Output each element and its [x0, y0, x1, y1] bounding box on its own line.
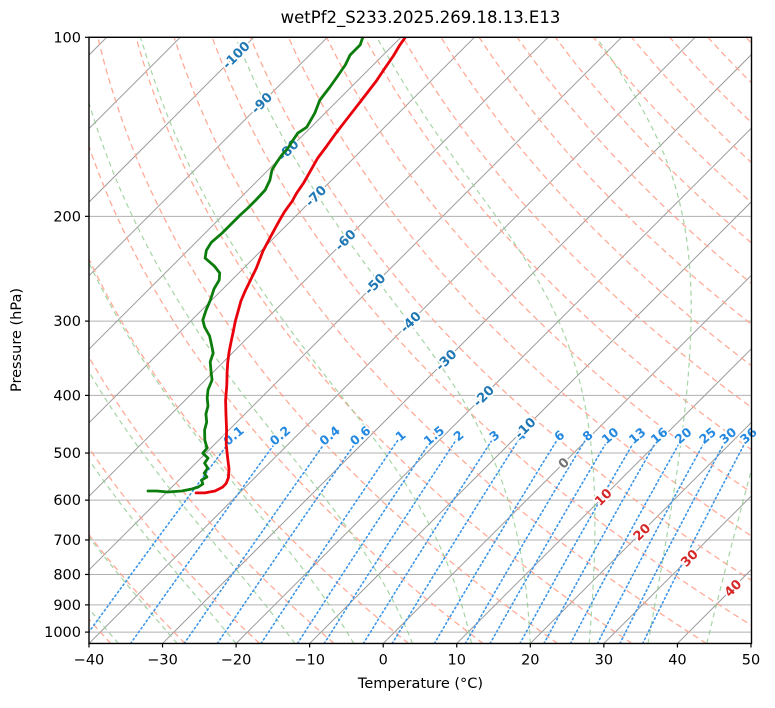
x-tick-label: −40	[74, 652, 105, 668]
mixing-ratio-label: 13	[626, 424, 649, 447]
y-tick-label: 300	[53, 314, 81, 330]
x-tick-label: −30	[147, 652, 178, 668]
soundings	[146, 37, 407, 495]
axes-spines	[88, 36, 753, 645]
y-axis-label: Pressure (hPa)	[9, 287, 25, 393]
x-tick-label: −20	[221, 652, 252, 668]
mixing-ratio-label: 10	[599, 424, 622, 447]
x-tick-label: 20	[521, 652, 539, 668]
mixing-ratio-label: 0.4	[316, 423, 343, 449]
mixing-ratio-label: 0.2	[267, 423, 294, 449]
y-tick-label: 700	[53, 533, 81, 549]
mixing-ratio-label: 8	[579, 427, 595, 444]
mixing-ratio-label: 2	[450, 427, 466, 444]
mixing-ratio-label: 6	[551, 427, 568, 444]
y-tick-label: 500	[53, 446, 81, 462]
dry-adiabats	[89, 37, 752, 644]
mixing-ratio-label: 3	[486, 427, 502, 444]
moist-adiabats	[89, 37, 752, 644]
isotherm-label: -70	[303, 183, 330, 210]
x-tick-label: 10	[448, 652, 466, 668]
mixing-ratio-lines	[89, 437, 749, 644]
mixing-ratio-label: 20	[672, 424, 695, 447]
temperature-trace	[194, 37, 407, 495]
x-tick-label: 30	[595, 652, 613, 668]
mixing-ratio-label: 16	[648, 424, 671, 447]
isotherm-label: -90	[249, 90, 276, 117]
isotherm-label: -20	[471, 383, 498, 410]
mixing-ratio-label: 0.6	[347, 423, 374, 449]
mixing-ratio-label: 36	[737, 424, 760, 447]
y-tick-label: 100	[53, 30, 81, 46]
y-tick-label: 400	[53, 388, 81, 404]
isotherm-label: 10	[592, 486, 615, 509]
mixing-ratio-label: 1	[392, 427, 408, 444]
y-tick-label: 600	[53, 493, 81, 509]
dewpoint-trace	[146, 37, 365, 494]
x-tick-label: 40	[668, 652, 686, 668]
mixing-ratio-label: 1.5	[421, 423, 448, 449]
x-tick-label: −10	[294, 652, 325, 668]
chart-title: wetPf2_S233.2025.269.18.13.E13	[280, 8, 561, 27]
isotherm-label: 0	[556, 455, 573, 472]
y-tick-label: 800	[53, 567, 81, 583]
isotherm-label: -60	[332, 227, 359, 254]
mixing-ratio-label: 0.1	[220, 423, 247, 449]
isotherm-label: 40	[722, 577, 745, 600]
y-tick-label: 1000	[44, 625, 81, 641]
y-tick-label: 200	[53, 209, 81, 225]
isotherm-label: -30	[433, 347, 460, 374]
x-axis-label: Temperature (°C)	[357, 676, 484, 692]
x-tick-label: 50	[742, 652, 760, 668]
isotherm-label: -50	[362, 271, 389, 298]
x-tick-label: 0	[379, 652, 388, 668]
y-tick-label: 900	[53, 598, 81, 614]
isotherms	[89, 37, 752, 644]
isotherm-label: 30	[678, 547, 701, 570]
